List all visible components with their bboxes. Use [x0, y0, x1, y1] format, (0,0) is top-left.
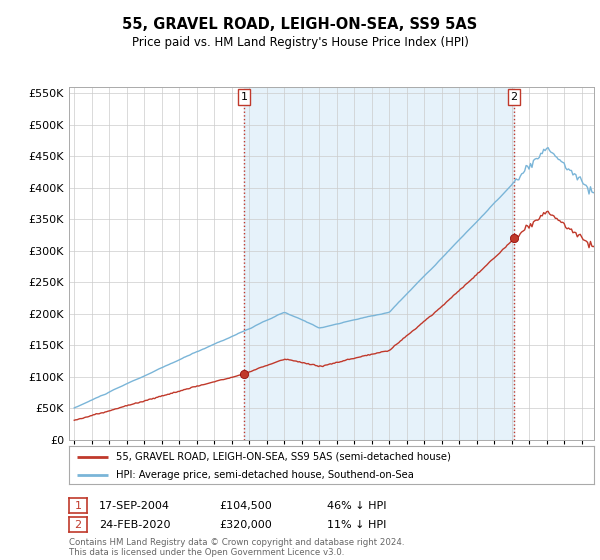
Text: 55, GRAVEL ROAD, LEIGH-ON-SEA, SS9 5AS (semi-detached house): 55, GRAVEL ROAD, LEIGH-ON-SEA, SS9 5AS (…	[116, 452, 451, 462]
Text: 2: 2	[74, 520, 82, 530]
Text: 11% ↓ HPI: 11% ↓ HPI	[327, 520, 386, 530]
Text: 46% ↓ HPI: 46% ↓ HPI	[327, 501, 386, 511]
Text: £320,000: £320,000	[219, 520, 272, 530]
Text: Price paid vs. HM Land Registry's House Price Index (HPI): Price paid vs. HM Land Registry's House …	[131, 36, 469, 49]
Text: 1: 1	[74, 501, 82, 511]
Text: 24-FEB-2020: 24-FEB-2020	[99, 520, 170, 530]
Bar	[244, 87, 514, 440]
Text: 2: 2	[511, 92, 517, 102]
Text: £104,500: £104,500	[219, 501, 272, 511]
Text: 1: 1	[241, 92, 248, 102]
Text: HPI: Average price, semi-detached house, Southend-on-Sea: HPI: Average price, semi-detached house,…	[116, 470, 414, 480]
Text: 55, GRAVEL ROAD, LEIGH-ON-SEA, SS9 5AS: 55, GRAVEL ROAD, LEIGH-ON-SEA, SS9 5AS	[122, 17, 478, 32]
Text: 17-SEP-2004: 17-SEP-2004	[99, 501, 170, 511]
Text: Contains HM Land Registry data © Crown copyright and database right 2024.
This d: Contains HM Land Registry data © Crown c…	[69, 538, 404, 557]
